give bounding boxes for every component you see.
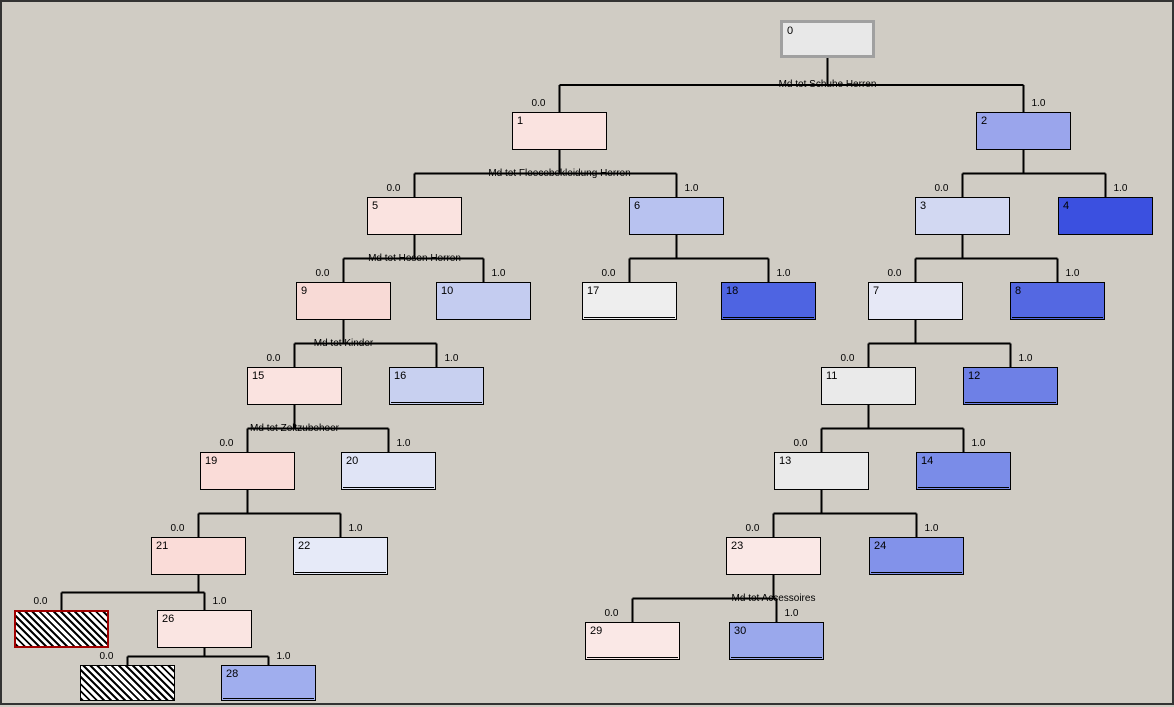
split-label: Md tot Kinder bbox=[234, 338, 454, 349]
edge-label-right: 1.0 bbox=[1032, 98, 1046, 109]
tree-node-9[interactable]: 9 bbox=[296, 282, 391, 320]
edge-label-left: 0.0 bbox=[171, 523, 185, 534]
tree-node-label: 11 bbox=[826, 370, 837, 382]
edge-label-left: 0.0 bbox=[935, 183, 949, 194]
tree-node-29[interactable]: 29 bbox=[585, 622, 680, 660]
tree-node-15[interactable]: 15 bbox=[247, 367, 342, 405]
split-label: Md tot Fleecebekleidung Herren bbox=[450, 168, 670, 179]
tree-node-label: 28 bbox=[226, 668, 238, 680]
tree-node-30[interactable]: 30 bbox=[729, 622, 824, 660]
tree-node-label: 3 bbox=[920, 200, 926, 212]
split-label: Md tot Accessoires bbox=[664, 593, 884, 604]
tree-node-label: 9 bbox=[301, 285, 307, 297]
edge-label-right: 1.0 bbox=[972, 438, 986, 449]
tree-node-label: 6 bbox=[634, 200, 640, 212]
edge-label-right: 1.0 bbox=[925, 523, 939, 534]
tree-node-20[interactable]: 20 bbox=[341, 452, 436, 490]
split-label: Md tot Zeltzubehoer bbox=[185, 423, 405, 434]
edge-label-right: 1.0 bbox=[1019, 353, 1033, 364]
tree-node-label: 20 bbox=[346, 455, 358, 467]
tree-node-label: 17 bbox=[587, 285, 599, 297]
edge-label-right: 1.0 bbox=[785, 608, 799, 619]
edge-label-right: 1.0 bbox=[213, 596, 227, 607]
edge-label-right: 1.0 bbox=[1114, 183, 1128, 194]
tree-node-label: 10 bbox=[441, 285, 453, 297]
tree-node-11[interactable]: 11 bbox=[821, 367, 916, 405]
edge-label-right: 1.0 bbox=[1066, 268, 1080, 279]
tree-node-13[interactable]: 13 bbox=[774, 452, 869, 490]
tree-node-label: 18 bbox=[726, 285, 738, 297]
tree-node-label: 5 bbox=[372, 200, 378, 212]
edge-label-right: 1.0 bbox=[277, 651, 291, 662]
tree-node-18[interactable]: 18 bbox=[721, 282, 816, 320]
tree-node-label: 30 bbox=[734, 625, 746, 637]
tree-node-label: 16 bbox=[394, 370, 406, 382]
edge-label-right: 1.0 bbox=[492, 268, 506, 279]
edge-label-left: 0.0 bbox=[267, 353, 281, 364]
tree-node-26[interactable]: 26 bbox=[157, 610, 252, 648]
tree-node-22[interactable]: 22 bbox=[293, 537, 388, 575]
tree-node-label: 2 bbox=[981, 115, 987, 127]
edge-label-left: 0.0 bbox=[220, 438, 234, 449]
edge-label-right: 1.0 bbox=[397, 438, 411, 449]
split-label: Md tot Hosen Herren bbox=[305, 253, 525, 264]
tree-node-label: 21 bbox=[156, 540, 168, 552]
edge-label-right: 1.0 bbox=[349, 523, 363, 534]
tree-node-label: 15 bbox=[252, 370, 264, 382]
tree-node-7[interactable]: 7 bbox=[868, 282, 963, 320]
tree-node-label: 24 bbox=[874, 540, 886, 552]
tree-node-27[interactable] bbox=[80, 665, 175, 701]
edge-label-right: 1.0 bbox=[445, 353, 459, 364]
tree-node-label: 8 bbox=[1015, 285, 1021, 297]
edge-label-right: 1.0 bbox=[685, 183, 699, 194]
tree-node-14[interactable]: 14 bbox=[916, 452, 1011, 490]
edge-label-left: 0.0 bbox=[387, 183, 401, 194]
tree-node-label: 12 bbox=[968, 370, 980, 382]
tree-node-label: 14 bbox=[921, 455, 933, 467]
split-label: Md tot Schuhe Herren bbox=[718, 79, 938, 90]
tree-node-label: 26 bbox=[162, 613, 174, 625]
tree-node-19[interactable]: 19 bbox=[200, 452, 295, 490]
edge-label-left: 0.0 bbox=[100, 651, 114, 662]
edge-label-left: 0.0 bbox=[602, 268, 616, 279]
edge-label-left: 0.0 bbox=[605, 608, 619, 619]
edge-label-left: 0.0 bbox=[532, 98, 546, 109]
edge-label-left: 0.0 bbox=[746, 523, 760, 534]
edge-label-left: 0.0 bbox=[34, 596, 48, 607]
tree-node-label: 13 bbox=[779, 455, 791, 467]
tree-node-17[interactable]: 17 bbox=[582, 282, 677, 320]
tree-node-8[interactable]: 8 bbox=[1010, 282, 1105, 320]
tree-node-5[interactable]: 5 bbox=[367, 197, 462, 235]
edge-label-left: 0.0 bbox=[888, 268, 902, 279]
tree-node-label: 22 bbox=[298, 540, 310, 552]
tree-node-label: 1 bbox=[517, 115, 523, 127]
tree-node-1[interactable]: 1 bbox=[512, 112, 607, 150]
tree-node-0[interactable]: 0 bbox=[780, 20, 875, 58]
tree-node-24[interactable]: 24 bbox=[869, 537, 964, 575]
tree-node-21[interactable]: 21 bbox=[151, 537, 246, 575]
tree-node-label: 4 bbox=[1063, 200, 1069, 212]
edge-label-left: 0.0 bbox=[841, 353, 855, 364]
tree-edges bbox=[2, 2, 1174, 707]
tree-node-12[interactable]: 12 bbox=[963, 367, 1058, 405]
tree-node-23[interactable]: 23 bbox=[726, 537, 821, 575]
tree-node-label: 0 bbox=[787, 25, 793, 37]
tree-node-25[interactable] bbox=[14, 610, 109, 648]
edge-label-left: 0.0 bbox=[316, 268, 330, 279]
tree-node-label: 7 bbox=[873, 285, 879, 297]
tree-node-16[interactable]: 16 bbox=[389, 367, 484, 405]
tree-node-2[interactable]: 2 bbox=[976, 112, 1071, 150]
tree-node-label: 23 bbox=[731, 540, 743, 552]
tree-node-label: 19 bbox=[205, 455, 217, 467]
edge-label-left: 0.0 bbox=[794, 438, 808, 449]
tree-node-28[interactable]: 28 bbox=[221, 665, 316, 701]
tree-node-6[interactable]: 6 bbox=[629, 197, 724, 235]
tree-node-label: 29 bbox=[590, 625, 602, 637]
tree-node-4[interactable]: 4 bbox=[1058, 197, 1153, 235]
edge-label-right: 1.0 bbox=[777, 268, 791, 279]
tree-node-3[interactable]: 3 bbox=[915, 197, 1010, 235]
tree-node-10[interactable]: 10 bbox=[436, 282, 531, 320]
